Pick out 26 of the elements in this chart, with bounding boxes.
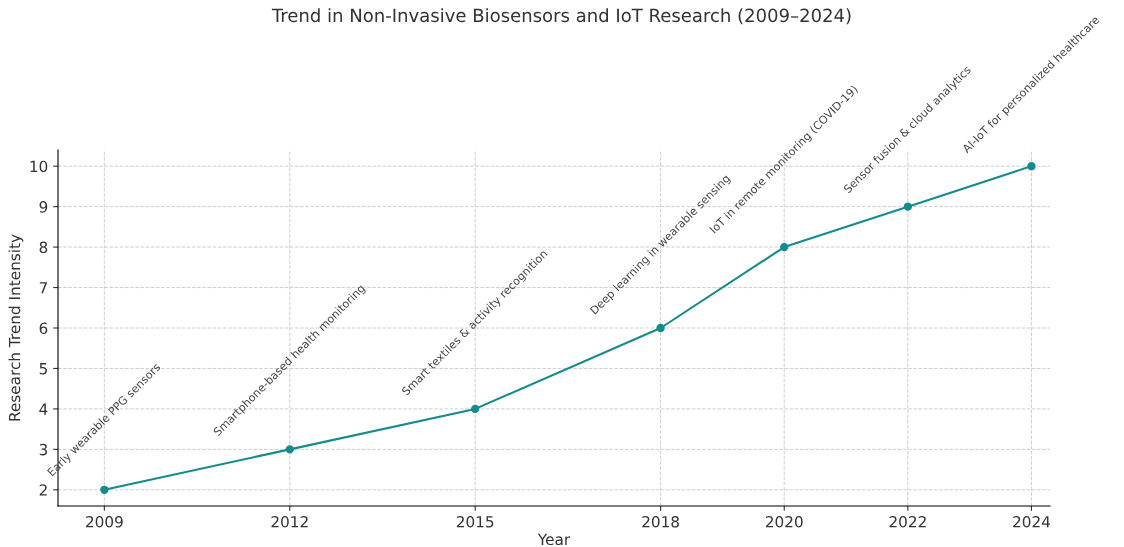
point bbox=[285, 445, 294, 454]
point bbox=[100, 485, 109, 494]
y-tick-label: 10 bbox=[30, 160, 48, 173]
y-tick-label: 9 bbox=[39, 201, 48, 213]
y-axis-title: Research Trend Intensity bbox=[8, 234, 24, 421]
y-tick-label: 6 bbox=[39, 322, 48, 335]
x-tick-label: 2015 bbox=[456, 515, 494, 528]
x-tick-label: 2018 bbox=[642, 515, 680, 528]
x-tick-label: 2009 bbox=[86, 515, 123, 528]
y-tick-label: 2 bbox=[39, 484, 47, 496]
point bbox=[1027, 162, 1036, 171]
point bbox=[780, 242, 789, 252]
y-tick-label: 4 bbox=[39, 403, 48, 415]
x-tick-label: 2022 bbox=[889, 515, 926, 528]
x-tick-label: 2012 bbox=[271, 515, 308, 528]
x-tick-label: 2020 bbox=[765, 515, 803, 528]
point bbox=[656, 323, 665, 333]
x-axis-title: Year bbox=[537, 533, 571, 546]
y-tick-label: 5 bbox=[39, 363, 47, 375]
point bbox=[903, 202, 913, 211]
x-tick-label: 2024 bbox=[1013, 515, 1051, 528]
y-tick-label: 3 bbox=[39, 443, 48, 456]
y-tick-label: 8 bbox=[39, 241, 48, 254]
point bbox=[471, 404, 480, 414]
y-tick-label: 7 bbox=[39, 282, 47, 294]
chart-title: Trend in Non-Invasive Biosensors and IoT Research (2009–2024) bbox=[271, 8, 851, 25]
